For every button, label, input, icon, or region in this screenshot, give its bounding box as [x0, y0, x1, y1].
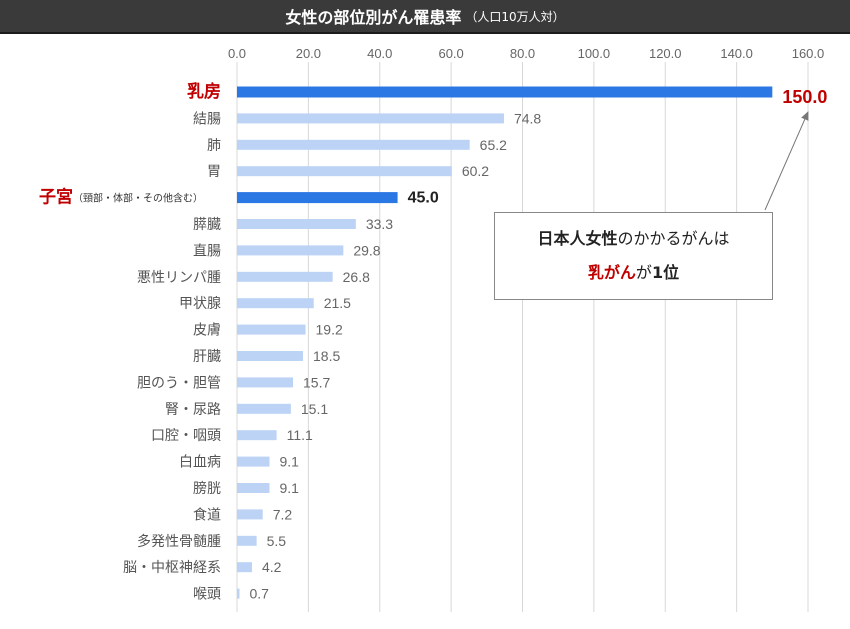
value-label: 150.0	[782, 87, 827, 107]
bar	[237, 271, 333, 282]
x-tick-label: 120.0	[649, 46, 682, 61]
grid-lines	[236, 62, 809, 612]
callout-text-mid: が	[635, 263, 652, 282]
bar	[237, 588, 240, 599]
category-label: 子宮	[39, 187, 73, 208]
category-label: 口腔・咽頭	[151, 428, 221, 444]
chart-title: 女性の部位別がん罹患率	[285, 8, 462, 27]
value-label: 21.5	[324, 295, 351, 311]
bar	[237, 192, 398, 204]
x-axis-ticks: 0.0 20.0 40.0 60.0 80.0 100.0 120.0 140.0 160.0	[228, 46, 824, 61]
value-label: 74.8	[514, 110, 541, 126]
bar	[237, 403, 291, 414]
callout-line-2: 乳がんが1位	[588, 256, 679, 290]
bar	[237, 562, 252, 573]
value-label: 15.1	[301, 401, 328, 417]
callout-arrow	[764, 111, 809, 211]
bar	[237, 113, 504, 124]
category-label: 肝臓	[193, 349, 221, 365]
callout-highlight-text: 乳がん	[587, 263, 636, 282]
bar	[237, 456, 270, 467]
callout-text: のかかるがんは	[617, 229, 730, 248]
value-label: 0.7	[249, 586, 269, 602]
bar	[237, 509, 263, 520]
value-label: 19.2	[316, 322, 343, 338]
category-label: 食道	[193, 506, 221, 523]
value-label: 11.1	[287, 427, 313, 443]
category-label: 喉頭	[193, 587, 221, 603]
category-label: 白血病	[179, 455, 221, 471]
value-label: 5.5	[267, 533, 287, 549]
bar	[237, 430, 277, 441]
x-tick-label: 80.0	[510, 46, 535, 61]
category-label: 膀胱	[193, 480, 221, 497]
category-label: 乳房	[187, 81, 221, 102]
category-label: 脳・中枢神経系	[123, 560, 221, 576]
callout-arrow-line	[764, 111, 809, 211]
value-label: 4.2	[262, 559, 282, 575]
bars	[237, 86, 773, 599]
bar	[237, 219, 356, 229]
callout-bold-text: 日本人女性	[537, 229, 618, 248]
value-label: 45.0	[408, 190, 439, 207]
value-label: 65.2	[480, 137, 507, 153]
chart-title-bar: 女性の部位別がん罹患率 （人口10万人対）	[0, 0, 850, 34]
value-labels: 150.0 74.8 65.2 60.2 45.0 33.3 29.8 26.8 21.5 19.…	[249, 87, 827, 602]
x-tick-label: 20.0	[296, 46, 321, 61]
category-label: 胆のう・胆管	[137, 375, 221, 391]
value-label: 15.7	[303, 374, 330, 390]
bar	[237, 535, 257, 546]
category-sublabel: （頸部・体部・その他含む）	[73, 192, 203, 205]
chart-subtitle: （人口10万人対）	[465, 9, 565, 24]
value-label: 9.1	[279, 454, 299, 470]
value-label: 9.1	[279, 480, 299, 496]
x-tick-label: 140.0	[720, 46, 753, 61]
bar	[237, 324, 306, 335]
value-label: 29.8	[353, 242, 380, 258]
callout-line-1: 日本人女性のかかるがんは	[537, 222, 729, 256]
category-label: 結腸	[193, 111, 221, 127]
bar	[237, 377, 294, 388]
bar	[237, 351, 304, 361]
category-label: 肺	[207, 138, 221, 154]
category-label: 膵臓	[193, 217, 221, 233]
value-label: 18.5	[313, 348, 340, 364]
callout-box: 日本人女性のかかるがんは 乳がんが1位	[494, 212, 773, 300]
x-tick-label: 0.0	[228, 46, 246, 61]
callout-rank-text: 1位	[651, 263, 680, 282]
category-label: 悪性リンパ腫	[137, 270, 221, 286]
category-label: 甲状腺	[179, 296, 221, 312]
category-label: 直腸	[193, 242, 221, 259]
value-label: 7.2	[273, 506, 293, 522]
category-label: 皮膚	[193, 323, 221, 339]
category-label: 腎・尿路	[165, 402, 221, 418]
x-tick-label: 160.0	[792, 46, 825, 61]
x-tick-label: 40.0	[367, 46, 392, 61]
bar	[237, 139, 470, 150]
x-tick-label: 60.0	[438, 46, 463, 61]
value-label: 33.3	[366, 216, 393, 232]
value-label: 60.2	[462, 163, 489, 179]
value-label: 26.8	[343, 269, 370, 285]
bar	[237, 483, 270, 493]
bar	[237, 298, 314, 309]
x-tick-label: 100.0	[578, 46, 611, 61]
category-label: 胃	[207, 164, 221, 180]
bar	[237, 86, 773, 98]
bar	[237, 166, 452, 177]
bar	[237, 245, 344, 256]
category-label: 多発性骨髄腫	[137, 533, 221, 550]
